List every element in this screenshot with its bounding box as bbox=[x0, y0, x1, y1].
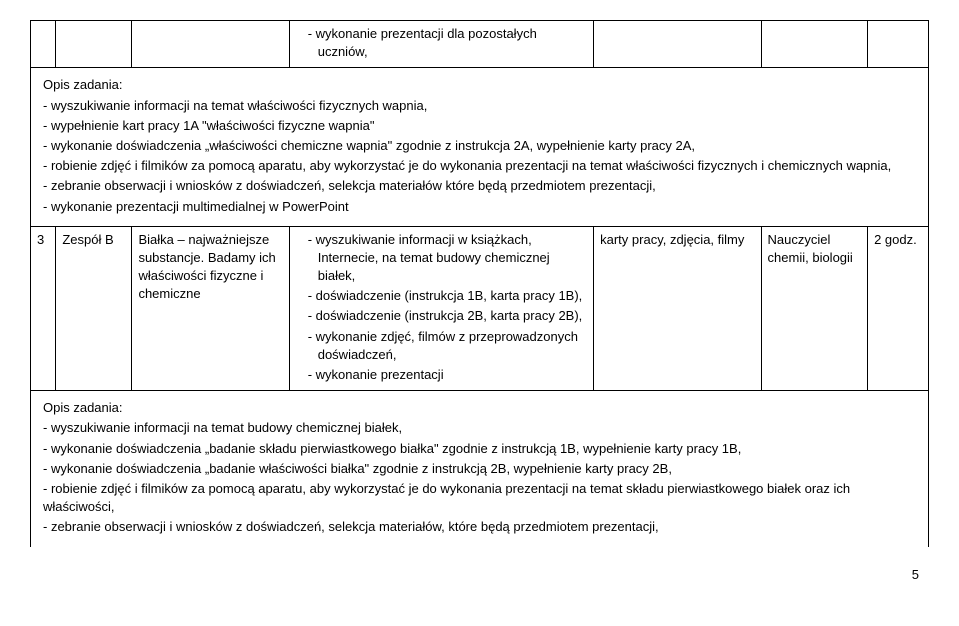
opis-line: - robienie zdjęć i filmików za pomocą ap… bbox=[43, 480, 916, 516]
task-list: wykonanie prezentacji dla pozostałych uc… bbox=[296, 25, 587, 61]
list-item: doświadczenie (instrukcja 2B, karta prac… bbox=[308, 307, 587, 325]
list-item: wykonanie prezentacji dla pozostałych uc… bbox=[308, 25, 587, 61]
cell-num: 3 bbox=[31, 226, 56, 391]
cell-hours: 2 godz. bbox=[868, 226, 929, 391]
opis-line: - wyszukiwanie informacji na temat budow… bbox=[43, 419, 916, 437]
cell-teacher: Nauczyciel chemii, biologii bbox=[761, 226, 868, 391]
page-number: 5 bbox=[30, 567, 929, 582]
opis-line: - zebranie obserwacji i wniosków z doświ… bbox=[43, 177, 916, 195]
task-list: wyszukiwanie informacji w książkach, Int… bbox=[296, 231, 587, 385]
opis-line: - wykonanie doświadczenia „badanie właśc… bbox=[43, 460, 916, 478]
cell-topic: Białka – najważniejsze substancje. Badam… bbox=[132, 226, 289, 391]
opis-cell: Opis zadania: - wyszukiwanie informacji … bbox=[31, 391, 929, 547]
cell-materials: karty pracy, zdjęcia, filmy bbox=[594, 226, 761, 391]
opis-line: - wyszukiwanie informacji na temat właśc… bbox=[43, 97, 916, 115]
cell-tasks: wyszukiwanie informacji w książkach, Int… bbox=[289, 226, 593, 391]
list-item: wykonanie prezentacji bbox=[308, 366, 587, 384]
cell-empty bbox=[31, 21, 56, 68]
cell-team: Zespół B bbox=[56, 226, 132, 391]
cell-empty bbox=[868, 21, 929, 68]
opis-line: - robienie zdjęć i filmików za pomocą ap… bbox=[43, 157, 916, 175]
opis-line: - wykonanie doświadczenia „badanie skład… bbox=[43, 440, 916, 458]
opis-title: Opis zadania: bbox=[43, 76, 916, 94]
opis-line: - wypełnienie kart pracy 1A "właściwości… bbox=[43, 117, 916, 135]
table-row: Opis zadania: - wyszukiwanie informacji … bbox=[31, 68, 929, 226]
list-item: wykonanie zdjęć, filmów z przeprowadzony… bbox=[308, 328, 587, 364]
list-item: wyszukiwanie informacji w książkach, Int… bbox=[308, 231, 587, 286]
table-row: Opis zadania: - wyszukiwanie informacji … bbox=[31, 391, 929, 547]
opis-cell: Opis zadania: - wyszukiwanie informacji … bbox=[31, 68, 929, 226]
cell-empty bbox=[56, 21, 132, 68]
content-table: wykonanie prezentacji dla pozostałych uc… bbox=[30, 20, 929, 547]
cell-tasks: wykonanie prezentacji dla pozostałych uc… bbox=[289, 21, 593, 68]
cell-empty bbox=[132, 21, 289, 68]
cell-empty bbox=[594, 21, 761, 68]
opis-block: Opis zadania: - wyszukiwanie informacji … bbox=[37, 395, 922, 542]
cell-empty bbox=[761, 21, 868, 68]
opis-line: - wykonanie prezentacji multimedialnej w… bbox=[43, 198, 916, 216]
opis-line: - wykonanie doświadczenia „właściwości c… bbox=[43, 137, 916, 155]
opis-block: Opis zadania: - wyszukiwanie informacji … bbox=[37, 72, 922, 221]
table-row: wykonanie prezentacji dla pozostałych uc… bbox=[31, 21, 929, 68]
list-item: doświadczenie (instrukcja 1B, karta prac… bbox=[308, 287, 587, 305]
table-row: 3 Zespół B Białka – najważniejsze substa… bbox=[31, 226, 929, 391]
opis-title: Opis zadania: bbox=[43, 399, 916, 417]
opis-line: - zebranie obserwacji i wniosków z doświ… bbox=[43, 518, 916, 536]
